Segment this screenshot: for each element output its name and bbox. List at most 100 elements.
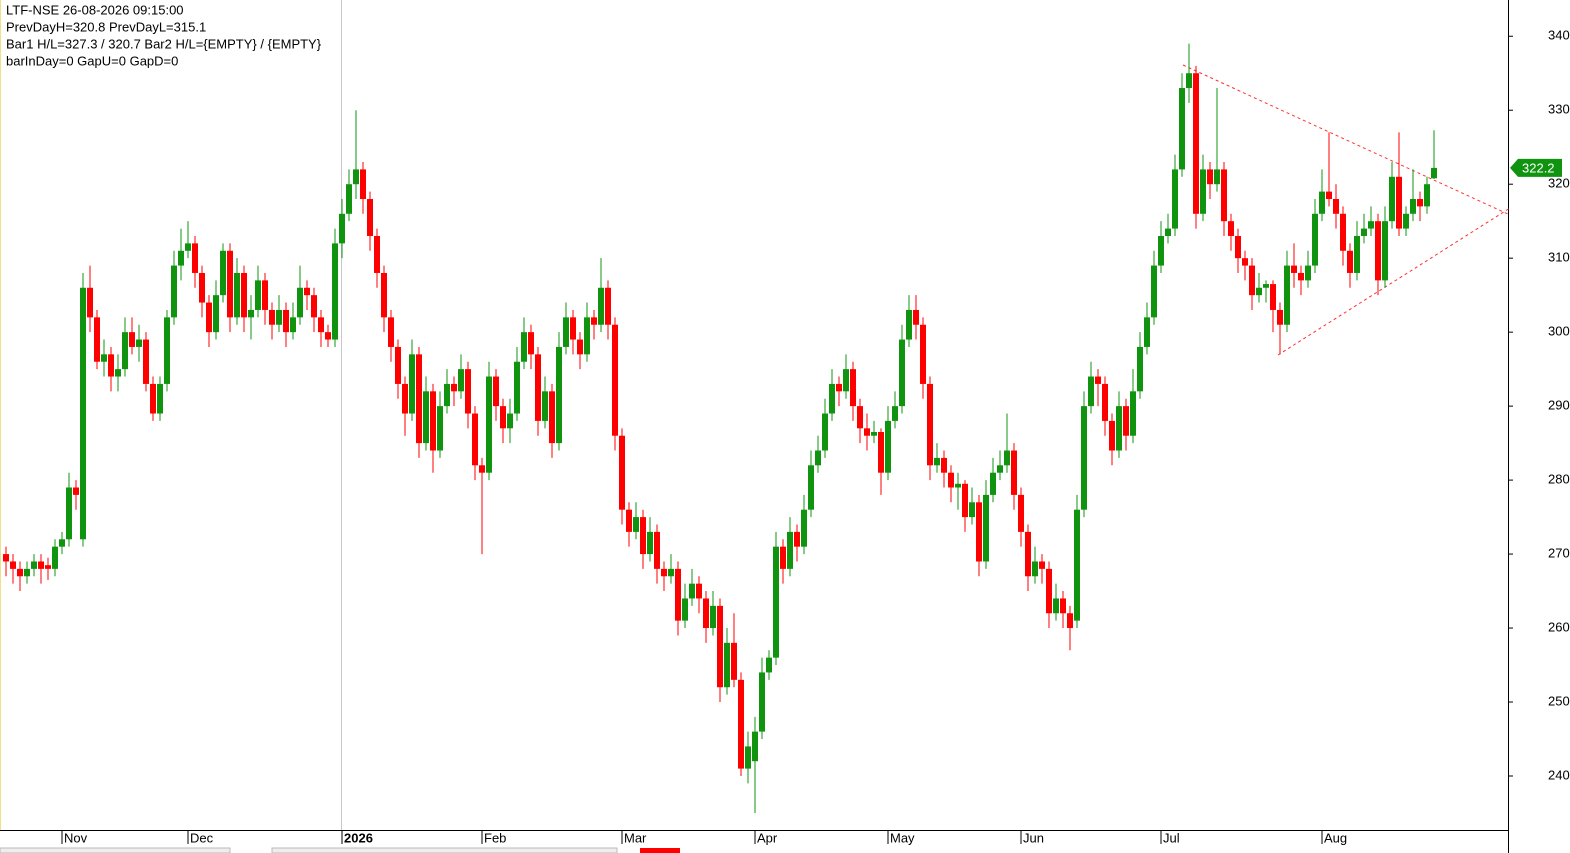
candle-body [612,324,618,436]
y-tick-label: 290 [1548,398,1570,413]
candle-body [500,406,506,429]
candle-body [360,169,366,199]
candle-body [787,531,793,569]
info-line: barInDay=0 GapU=0 GapD=0 [6,53,178,68]
candle-body [1165,228,1171,236]
candle-body [535,354,541,421]
candle-body [1095,376,1101,384]
candles [3,43,1437,813]
x-tick-label: Nov [64,830,88,845]
candle-body [682,598,688,621]
candle-body [976,502,982,562]
candle-body [129,332,135,347]
candle-body [794,531,800,547]
candle-body [731,642,737,680]
candle-body [514,361,520,414]
info-line: PrevDayH=320.8 PrevDayL=315.1 [6,19,206,34]
candle-body [458,369,464,392]
candle-body [1053,598,1059,614]
candle-body [1067,613,1073,629]
candle-body [640,517,646,555]
candle-body [388,317,394,347]
candle-body [1151,265,1157,318]
tabs [0,847,680,853]
candle-body [675,568,681,621]
candle-body [934,457,940,466]
candle-body [297,287,303,318]
candle-body [395,346,401,384]
candle-body [1368,221,1374,229]
info-text: LTF-NSE 26-08-2026 09:15:00 PrevDayH=320.… [6,2,322,68]
candle-body [150,383,156,414]
candle-body [1333,198,1339,214]
candle-body [164,317,170,384]
candle-body [647,531,653,555]
candle-body [353,169,359,185]
candle-body [234,272,240,318]
candle-body [1109,420,1115,451]
info-line: LTF-NSE 26-08-2026 09:15:00 [6,2,184,17]
candle-body [1242,258,1248,266]
info-line: Bar1 H/L=327.3 / 320.7 Bar2 H/L={EMPTY} … [6,36,322,51]
candle-body [619,435,625,510]
candle-body [1193,73,1199,214]
candle-body [815,450,821,466]
candle-body [24,568,30,577]
candle-body [213,295,219,333]
candle-body [801,509,807,547]
candle-body [1011,450,1017,495]
candle-body [1102,383,1108,421]
candle-body [871,432,877,436]
candle-body [1396,176,1402,229]
candle-body [1319,191,1325,214]
candle-body [556,346,562,444]
candle-body [843,369,849,392]
candle-body [339,213,345,244]
candle-body [1081,406,1087,510]
candle-body [465,369,471,414]
candle-body [1417,198,1423,207]
candle-body [493,376,499,407]
candle-body [1424,184,1430,207]
candle-body [1207,169,1213,185]
candle-body [115,369,121,377]
candle-body [1382,221,1388,281]
candle-body [633,517,639,532]
candle-body [1410,198,1416,214]
candle-body [3,554,9,562]
candle-body [444,383,450,407]
candle-body [241,272,247,318]
candle-body [1256,287,1262,296]
candle-body [1025,531,1031,577]
candle-body [437,406,443,451]
candle-body [402,383,408,414]
candle-body [542,391,548,421]
candle-body [1004,450,1010,466]
candle-body [696,583,702,599]
candle-body [38,561,44,569]
candle-body [1144,317,1150,347]
y-tick-label: 340 [1548,28,1570,43]
candle-body [528,332,534,355]
candle-body [724,642,730,688]
candle-body [1284,265,1290,325]
candle-body [1074,509,1080,621]
candle-body [878,432,884,473]
candle-body [1172,169,1178,229]
candle-body [171,265,177,318]
candle-body [920,324,926,384]
candle-body [1228,221,1234,236]
candle-body [906,309,912,340]
candle-body [955,483,961,488]
candle-body [178,250,184,266]
candle-body [185,243,191,251]
candle-body [248,309,254,318]
axes: 240 250 260 270 280 290 300 310 320 330 340 Nov Dec 2… [61,28,1570,845]
candle-body [780,546,786,569]
candle-body [864,428,870,436]
candle-body [416,354,422,444]
x-tick-label: Jul [1163,830,1180,845]
x-tick-label: Apr [757,830,778,845]
candle-body [227,250,233,318]
candle-body [374,235,380,273]
